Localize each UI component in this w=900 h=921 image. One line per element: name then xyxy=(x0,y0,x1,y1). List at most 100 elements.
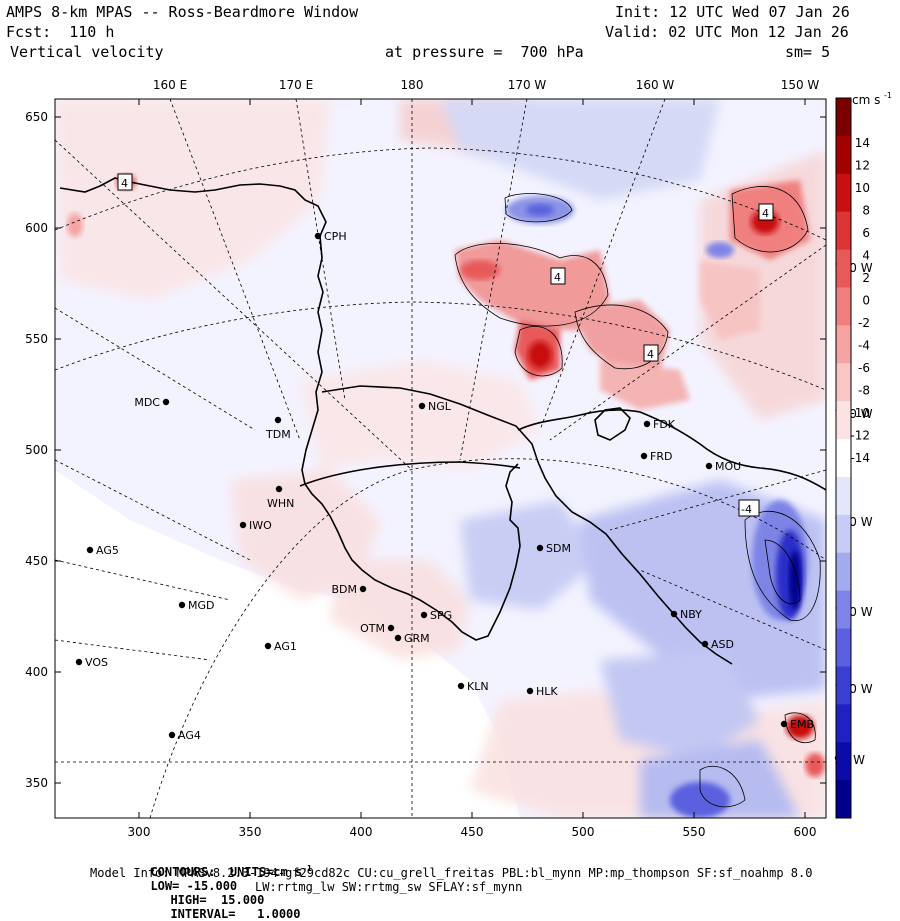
colorbar-label: -6 xyxy=(858,361,870,375)
colorbar-swatch xyxy=(836,98,851,137)
colorbar-label: 0 xyxy=(862,294,870,308)
colorbar-label: -10 xyxy=(850,406,870,420)
x-tick-label: 500 xyxy=(572,825,595,839)
station-dot xyxy=(264,642,272,650)
colorbar-frame xyxy=(835,97,852,819)
colorbar-swatch xyxy=(836,666,851,705)
station-label: EMB xyxy=(790,718,814,731)
station-dot xyxy=(418,402,426,410)
longitude-label: 160 E xyxy=(153,78,187,92)
station-label: AG1 xyxy=(274,640,297,653)
colorbar-swatch xyxy=(836,363,851,402)
contour-units-exponent: -1 xyxy=(302,864,312,873)
station-dot xyxy=(168,731,176,739)
station-label: NGL xyxy=(428,400,452,413)
colorbar-swatch xyxy=(836,628,851,667)
longitude-label: 180 xyxy=(401,78,424,92)
init-time: Init: 12 UTC Wed 07 Jan 26 xyxy=(615,3,850,21)
colorbar-swatch xyxy=(836,173,851,213)
colorbar-label: 10 xyxy=(855,181,870,195)
colorbar-swatch xyxy=(836,742,851,781)
x-tick-label: 400 xyxy=(350,825,373,839)
colorbar-swatch xyxy=(836,325,851,364)
colorbar-label: -12 xyxy=(850,429,870,443)
station-label: OTM xyxy=(360,622,385,635)
colorbar-label: 14 xyxy=(855,136,870,150)
colorbar-swatch xyxy=(836,514,851,554)
station-label: SPG xyxy=(430,609,452,622)
station-dot xyxy=(359,585,367,593)
colorbar-swatch xyxy=(836,135,851,175)
contour-low: LOW= -15.000 xyxy=(150,879,238,893)
station-label: CPH xyxy=(324,230,347,243)
station-label: FDK xyxy=(653,418,676,431)
station-label: GRM xyxy=(404,632,430,645)
field-name: Vertical velocity xyxy=(10,43,164,61)
station-label: MOU xyxy=(715,460,741,473)
contour-units: CONTOURS: UNITS=cm s xyxy=(150,865,303,879)
station-dot xyxy=(314,232,322,240)
station-label: VOS xyxy=(85,656,108,669)
station-dot xyxy=(701,640,709,648)
colorbar-label: -4 xyxy=(858,339,870,353)
colorbar-swatch xyxy=(836,439,851,478)
colorbar-units: cm s xyxy=(852,93,880,107)
station-dot xyxy=(275,485,283,493)
forecast-hour: Fcst: 110 h xyxy=(6,23,115,41)
colorbar-label: 4 xyxy=(862,249,870,263)
station-dot xyxy=(705,462,713,470)
y-tick-label: 400 xyxy=(25,665,48,679)
smoothing: sm= 5 xyxy=(785,43,831,61)
y-tick-label: 350 xyxy=(25,776,48,790)
x-tick-label: 550 xyxy=(683,825,706,839)
colorbar-swatch xyxy=(836,211,851,251)
station-dot xyxy=(780,720,788,728)
station-label: TDM xyxy=(265,428,291,441)
station-dot xyxy=(643,420,651,428)
station-label: FRD xyxy=(650,450,672,463)
colorbar-label: 2 xyxy=(862,271,870,285)
x-tick-label: 600 xyxy=(794,825,817,839)
station-label: SDM xyxy=(546,542,571,555)
longitude-label: 170 E xyxy=(279,78,313,92)
colorbar-swatch xyxy=(836,401,851,440)
station-label: NBY xyxy=(680,608,702,621)
station-label: BDM xyxy=(331,583,357,596)
station-label: MGD xyxy=(188,599,215,612)
station-label: ASD xyxy=(711,638,734,651)
station-dot xyxy=(536,544,544,552)
maxmin-markers: 4 4 4 4 -4 xyxy=(117,173,774,517)
y-tick-label: 650 xyxy=(25,110,48,124)
valid-time: Valid: 02 UTC Mon 12 Jan 26 xyxy=(605,23,849,41)
station-label: HLK xyxy=(536,685,558,698)
longitude-label: 160 W xyxy=(636,78,675,92)
map-figure: 4 4 4 4 -4 CPH MDC TDM NGL FDK FRD MOU WHN IWO AG… xyxy=(25,78,892,839)
station-dot xyxy=(670,610,678,618)
max-marker: 4 xyxy=(647,348,654,361)
station-dot xyxy=(420,611,428,619)
station-dot xyxy=(640,452,648,460)
colorbar-swatch xyxy=(836,249,851,288)
y-tick-label: 500 xyxy=(25,443,48,457)
map-title: AMPS 8-km MPAS -- Ross-Beardmore Window xyxy=(6,3,359,21)
colorbar-label: 6 xyxy=(862,226,870,240)
contour-interval: INTERVAL= 1.0000 xyxy=(170,907,301,921)
station-label: WHN xyxy=(267,497,294,510)
station-dot xyxy=(162,398,170,406)
max-marker: 4 xyxy=(121,177,128,190)
station-dot xyxy=(387,624,395,632)
colorbar-label: 8 xyxy=(862,204,870,218)
y-tick-label: 600 xyxy=(25,221,48,235)
x-tick-label: 450 xyxy=(461,825,484,839)
station-label: IWO xyxy=(249,519,272,532)
station-dot xyxy=(394,634,402,642)
x-tick-label: 300 xyxy=(128,825,151,839)
x-axis: 300 350 400 450 500 550 600 xyxy=(128,99,817,839)
colorbar-swatch xyxy=(836,590,851,630)
colorbar-label: -2 xyxy=(858,316,870,330)
colorbar-label: -8 xyxy=(858,384,870,398)
contour-high: HIGH= 15.000 xyxy=(170,893,265,907)
station-dot xyxy=(239,521,247,529)
station-dot xyxy=(75,658,83,666)
station-dot xyxy=(86,546,94,554)
